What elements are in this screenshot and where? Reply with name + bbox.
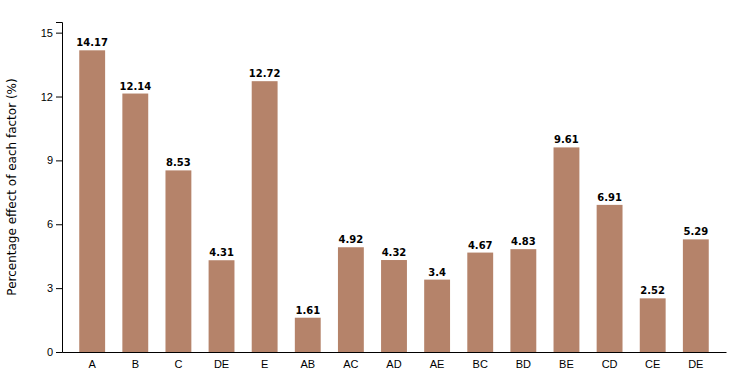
x-tick-label: BD <box>516 358 531 370</box>
x-tick: AD <box>386 358 401 370</box>
x-tick: E <box>261 358 268 370</box>
y-tick-mark <box>56 33 62 34</box>
x-tick: BD <box>516 358 531 370</box>
x-tick-label: AC <box>343 358 358 370</box>
bars <box>79 50 709 352</box>
x-tick-label: DE <box>688 358 703 370</box>
bar <box>79 50 105 352</box>
bar <box>597 205 623 352</box>
plot: ABCDEEABACADAEBCBDBECDCEDE0369121514.171… <box>41 23 727 370</box>
x-tick: DE <box>214 358 229 370</box>
x-tick-label: A <box>89 358 97 370</box>
bar <box>424 280 450 352</box>
x-tick: BE <box>559 358 574 370</box>
x-tick-label: BE <box>559 358 574 370</box>
x-tick: AC <box>343 358 358 370</box>
y-axis-line <box>56 23 63 353</box>
y-tick-label: 6 <box>47 218 53 230</box>
bar <box>165 170 191 352</box>
y-tick-label: 15 <box>41 27 53 39</box>
x-tick-label: DE <box>214 358 229 370</box>
bar <box>510 249 536 352</box>
bar <box>640 298 666 352</box>
y-axis-title: Percentage effect of each factor (%) <box>5 78 19 295</box>
data-label: 4.83 <box>511 236 536 247</box>
data-label: 8.53 <box>166 157 191 168</box>
y-tick-label: 0 <box>47 346 53 358</box>
bar <box>252 81 278 352</box>
y-tick-label: 9 <box>47 154 53 166</box>
data-label: 4.32 <box>382 247 407 258</box>
x-tick: DE <box>688 358 703 370</box>
x-tick: A <box>89 358 97 370</box>
y-tick: 12 <box>41 91 62 103</box>
data-label: 4.67 <box>468 240 493 251</box>
y-tick: 3 <box>47 282 62 294</box>
x-tick: CD <box>602 358 618 370</box>
x-tick-label: CE <box>645 358 660 370</box>
x-tick-label: CD <box>602 358 618 370</box>
data-label: 14.17 <box>76 37 108 48</box>
data-label: 4.92 <box>339 234 364 245</box>
bar <box>338 247 364 352</box>
y-tick: 6 <box>47 218 62 230</box>
bar <box>683 239 709 352</box>
bar <box>209 260 235 352</box>
bar <box>122 94 148 352</box>
bar <box>554 147 580 352</box>
x-axis: ABCDEEABACADAEBCBDBECDCEDE <box>63 353 727 370</box>
y-tick-mark <box>56 288 62 289</box>
x-tick: CE <box>645 358 660 370</box>
y-tick: 9 <box>47 154 62 166</box>
y-tick-mark <box>56 224 62 225</box>
data-label: 1.61 <box>295 305 320 316</box>
x-tick-label: C <box>174 358 182 370</box>
bar <box>381 260 407 352</box>
data-label: 12.72 <box>249 68 281 79</box>
y-tick-mark <box>56 352 62 353</box>
data-label: 3.4 <box>428 267 446 278</box>
x-tick-label: AD <box>386 358 401 370</box>
y-tick: 15 <box>41 27 62 39</box>
bar <box>467 253 493 352</box>
data-label: 2.52 <box>640 285 665 296</box>
x-tick-label: E <box>261 358 268 370</box>
data-label: 12.14 <box>119 81 151 92</box>
y-axis: 0 3 6 9 12 15 <box>41 23 63 359</box>
x-tick-label: BC <box>473 358 488 370</box>
x-tick: BC <box>473 358 488 370</box>
chart-container: ABCDEEABACADAEBCBDBECDCEDE0369121514.171… <box>0 0 738 382</box>
y-tick-label: 3 <box>47 282 53 294</box>
x-tick: AE <box>430 358 445 370</box>
y-tick-mark <box>56 160 62 161</box>
x-tick-label: B <box>132 358 139 370</box>
data-label: 5.29 <box>683 226 708 237</box>
data-label: 4.31 <box>209 247 234 258</box>
y-tick: 0 <box>47 346 62 358</box>
y-tick-mark <box>56 97 62 98</box>
data-label: 6.91 <box>597 192 622 203</box>
x-tick: AB <box>300 358 315 370</box>
data-label: 9.61 <box>554 134 579 145</box>
x-axis-line <box>63 352 727 353</box>
data-labels: 14.17 12.14 8.53 4.31 12.72 1.61 4.92 4.32 3.4 4.… <box>76 37 708 315</box>
x-tick-label: AB <box>300 358 315 370</box>
x-tick: C <box>174 358 182 370</box>
x-tick: B <box>132 358 139 370</box>
bar <box>295 318 321 352</box>
x-tick-label: AE <box>430 358 445 370</box>
y-tick-label: 12 <box>41 91 53 103</box>
chart: ABCDEEABACADAEBCBDBECDCEDE0369121514.171… <box>0 0 738 382</box>
